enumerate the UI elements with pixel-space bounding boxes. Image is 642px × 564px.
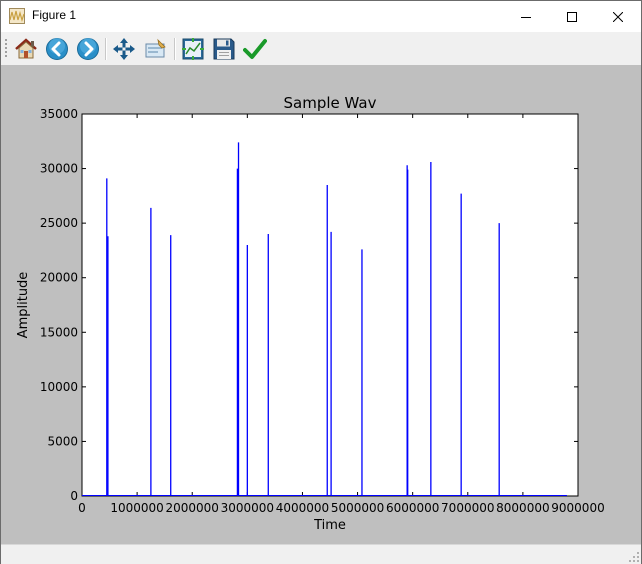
back-arrow-icon [46,38,68,60]
navigation-toolbar [1,32,641,65]
x-tick-label: 1000000 [110,501,163,515]
toolbar-separator [174,38,176,60]
toolbar-separator [105,38,107,60]
title-bar[interactable]: Figure 1 [1,1,641,32]
toolbar-grip [5,39,7,57]
window-title: Figure 1 [32,8,77,22]
y-tick-label: 15000 [40,325,78,339]
configure-subplots-icon [182,38,204,60]
y-tick-label: 35000 [40,107,78,121]
subplots-button[interactable] [180,36,206,62]
zoom-button[interactable] [143,36,169,62]
y-tick-label: 30000 [40,162,78,176]
y-tick-label: 20000 [40,271,78,285]
resize-grip-icon[interactable] [629,552,639,562]
y-tick-label: 0 [70,489,78,503]
x-tick-label: 7000000 [441,501,494,515]
chart-title: Sample Wav [284,94,377,112]
minimize-button[interactable] [503,1,549,32]
x-tick-label: 3000000 [221,501,274,515]
x-tick-label: 9000000 [551,501,604,515]
checkmark-icon [243,39,267,59]
axes-background [81,113,579,497]
figure-canvas[interactable]: Sample Wav Time Amplitude 0 1000000 200000… [1,65,641,544]
pan-move-icon [113,38,135,60]
y-tick-label: 25000 [40,216,78,230]
x-tick-label: 8000000 [496,501,549,515]
x-tick-label: 0 [78,501,86,515]
x-tick-label: 5000000 [331,501,384,515]
home-icon [15,38,37,59]
close-button[interactable] [595,1,641,32]
y-tick-label: 5000 [47,434,78,448]
forward-button[interactable] [75,36,101,62]
save-button[interactable] [211,36,237,62]
x-tick-label: 4000000 [276,501,329,515]
back-button[interactable] [44,36,70,62]
x-tick-label: 6000000 [386,501,439,515]
status-bar [1,544,641,564]
pan-button[interactable] [111,36,137,62]
y-tick-label: 10000 [40,380,78,394]
home-button[interactable] [13,36,39,62]
forward-arrow-icon [77,38,99,60]
edit-button[interactable] [242,36,268,62]
minimize-icon [521,16,531,18]
matplotlib-app-icon [9,8,25,24]
maximize-icon [567,11,577,22]
zoom-rectangle-icon [145,38,166,58]
x-tick-label: 2000000 [165,501,218,515]
maximize-button[interactable] [549,1,595,32]
amplitude-series [82,142,567,496]
y-axis-label: Amplitude [16,272,31,339]
axis-ticks: 0 1000000 2000000 3000000 4000000 5000000 6000… [40,107,605,515]
floppy-disk-icon [213,38,235,60]
chart-area: Sample Wav Time Amplitude 0 1000000 200000… [16,94,605,533]
close-icon [613,11,623,22]
x-axis-label: Time [313,518,346,533]
